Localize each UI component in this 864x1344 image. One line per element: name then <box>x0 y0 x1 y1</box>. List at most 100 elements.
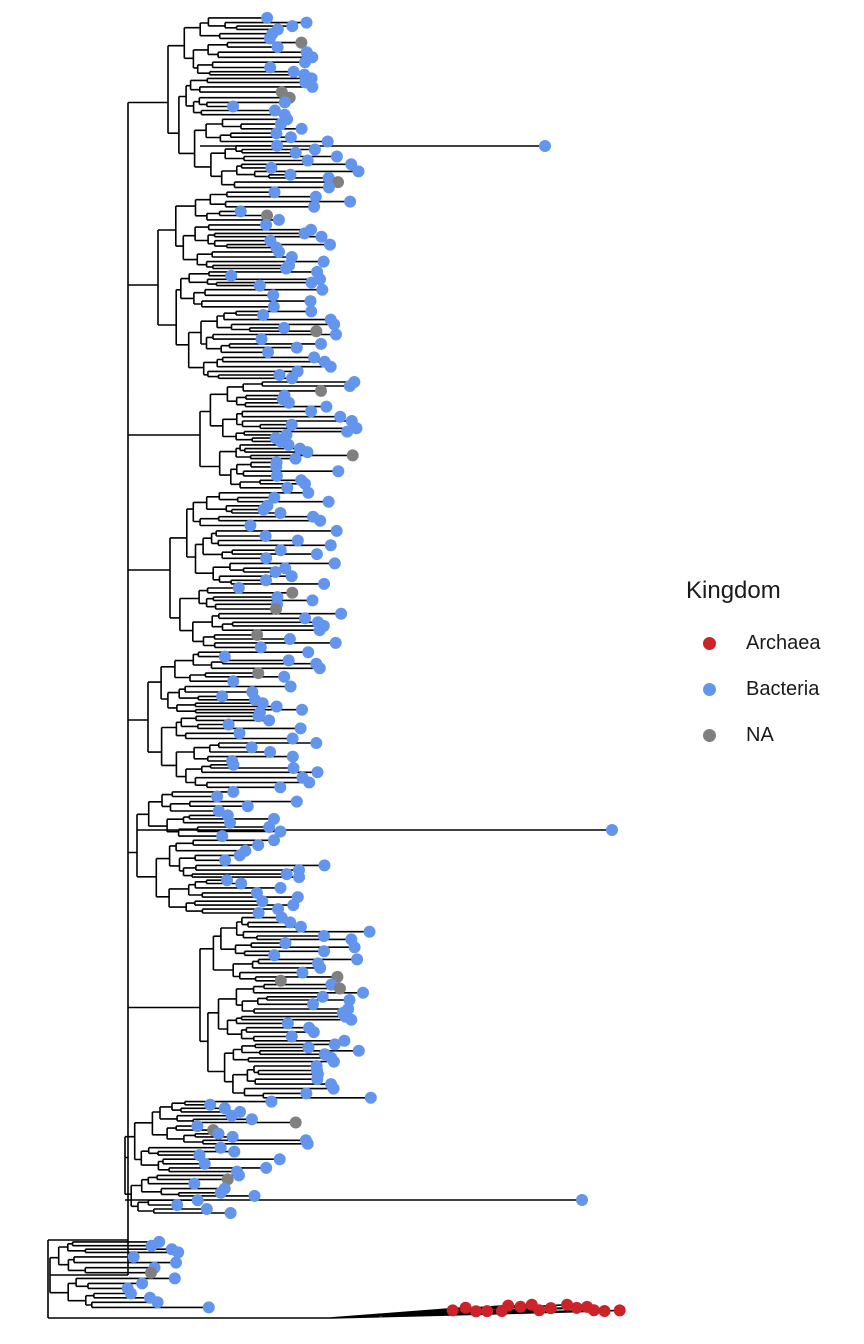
legend-key-na <box>703 728 716 742</box>
tip-bacteria <box>311 766 324 779</box>
tip-bacteria <box>151 1296 164 1309</box>
tip-archaea <box>533 1304 546 1317</box>
tip-bacteria <box>214 1141 227 1154</box>
tip-bacteria <box>270 700 283 713</box>
tip-archaea <box>570 1301 583 1314</box>
tip-archaea <box>544 1302 557 1315</box>
tip-archaea <box>613 1304 626 1317</box>
tip-bacteria <box>136 1277 149 1290</box>
tip-bacteria <box>216 690 229 703</box>
tip-archaea <box>459 1301 472 1314</box>
branch-lines <box>47 17 620 1319</box>
phylogenetic-tree <box>47 11 626 1319</box>
tip-bacteria <box>351 953 364 966</box>
tip-archaea <box>502 1299 515 1312</box>
tip-bacteria <box>316 283 329 296</box>
tip-na <box>333 982 346 995</box>
tip-na <box>270 603 282 615</box>
tip-na <box>251 628 264 641</box>
legend-label-bacteria: Bacteria <box>746 677 820 700</box>
tip-bacteria <box>314 514 327 527</box>
tip-na <box>252 667 265 680</box>
tip-bacteria <box>278 670 291 683</box>
tip-na <box>310 325 323 338</box>
tip-bacteria <box>259 530 272 542</box>
legend-title: Kingdom <box>686 577 781 604</box>
tip-bacteria <box>281 1017 294 1030</box>
tip-bacteria <box>328 1038 341 1051</box>
tip-bacteria <box>295 122 308 135</box>
tip-bacteria <box>324 539 337 552</box>
tip-bacteria <box>204 1098 217 1111</box>
tip-bacteria <box>261 11 274 24</box>
tip-bacteria <box>274 507 287 519</box>
tip-bacteria <box>271 41 284 54</box>
tip-bacteria <box>345 1013 358 1026</box>
tip-bacteria <box>191 1120 204 1133</box>
tip-bacteria <box>314 961 327 974</box>
tip-archaea <box>446 1304 459 1317</box>
tip-na <box>332 176 344 189</box>
tip-bacteria <box>280 868 293 881</box>
tip-bacteria <box>273 1153 286 1166</box>
tip-bacteria <box>285 1030 298 1043</box>
tip-bacteria <box>263 821 276 833</box>
tip-bacteria <box>606 824 618 836</box>
tip-bacteria <box>330 524 343 537</box>
tip-bacteria <box>327 1082 340 1095</box>
tip-bacteria <box>328 557 341 570</box>
tip-bacteria <box>226 1130 239 1143</box>
tip-bacteria <box>315 230 328 243</box>
tip-bacteria <box>357 986 369 999</box>
tip-bacteria <box>330 150 343 163</box>
tip-bacteria <box>338 1034 351 1047</box>
tip-bacteria <box>289 146 302 159</box>
tip-bacteria <box>302 1041 315 1054</box>
tip-bacteria <box>245 1113 258 1126</box>
tip-bacteria <box>235 877 248 890</box>
tip-bacteria <box>302 646 315 659</box>
tip-bacteria <box>268 104 281 117</box>
tip-bacteria <box>286 372 298 385</box>
tip-bacteria <box>265 1095 278 1108</box>
tip-bacteria <box>279 562 292 575</box>
tip-bacteria <box>306 594 319 607</box>
tip-bacteria <box>260 1161 273 1174</box>
tip-bacteria <box>318 859 331 872</box>
tip-archaea <box>470 1305 482 1318</box>
kingdom-legend: Kingdom Archaea Bacteria NA <box>686 576 856 758</box>
tip-bacteria <box>330 328 342 341</box>
tip-bacteria <box>257 309 270 321</box>
tip-bacteria <box>253 279 266 292</box>
tip-bacteria <box>316 990 329 1003</box>
tip-bacteria <box>350 422 363 435</box>
tip-bacteria <box>227 100 240 113</box>
tip-na <box>274 974 287 987</box>
tip-bacteria <box>219 854 232 867</box>
tip-bacteria <box>273 245 285 258</box>
tip-na <box>346 449 359 462</box>
tip-bacteria <box>252 839 265 852</box>
tip-bacteria <box>313 662 326 675</box>
tip-archaea <box>514 1300 527 1313</box>
tip-bacteria <box>274 781 287 794</box>
tip-bacteria <box>327 1055 340 1068</box>
tip-bacteria <box>270 469 283 482</box>
tip-bacteria <box>284 168 297 181</box>
tip-bacteria <box>225 1109 238 1122</box>
tip-bacteria <box>257 503 270 516</box>
tip-bacteria <box>244 519 257 532</box>
tip-bacteria <box>363 925 376 938</box>
tip-bacteria <box>280 262 293 275</box>
tip-bacteria <box>322 171 335 184</box>
tip-bacteria <box>273 369 286 381</box>
tip-bacteria <box>260 552 273 565</box>
tip-bacteria <box>193 1149 206 1162</box>
tip-bacteria <box>290 795 303 808</box>
tip-bacteria <box>268 949 281 962</box>
tip-bacteria <box>352 165 365 178</box>
tip-bacteria <box>317 930 330 942</box>
legend-item-archaea: Archaea <box>686 620 856 666</box>
tip-bacteria <box>328 318 341 331</box>
tip-bacteria <box>271 139 284 152</box>
